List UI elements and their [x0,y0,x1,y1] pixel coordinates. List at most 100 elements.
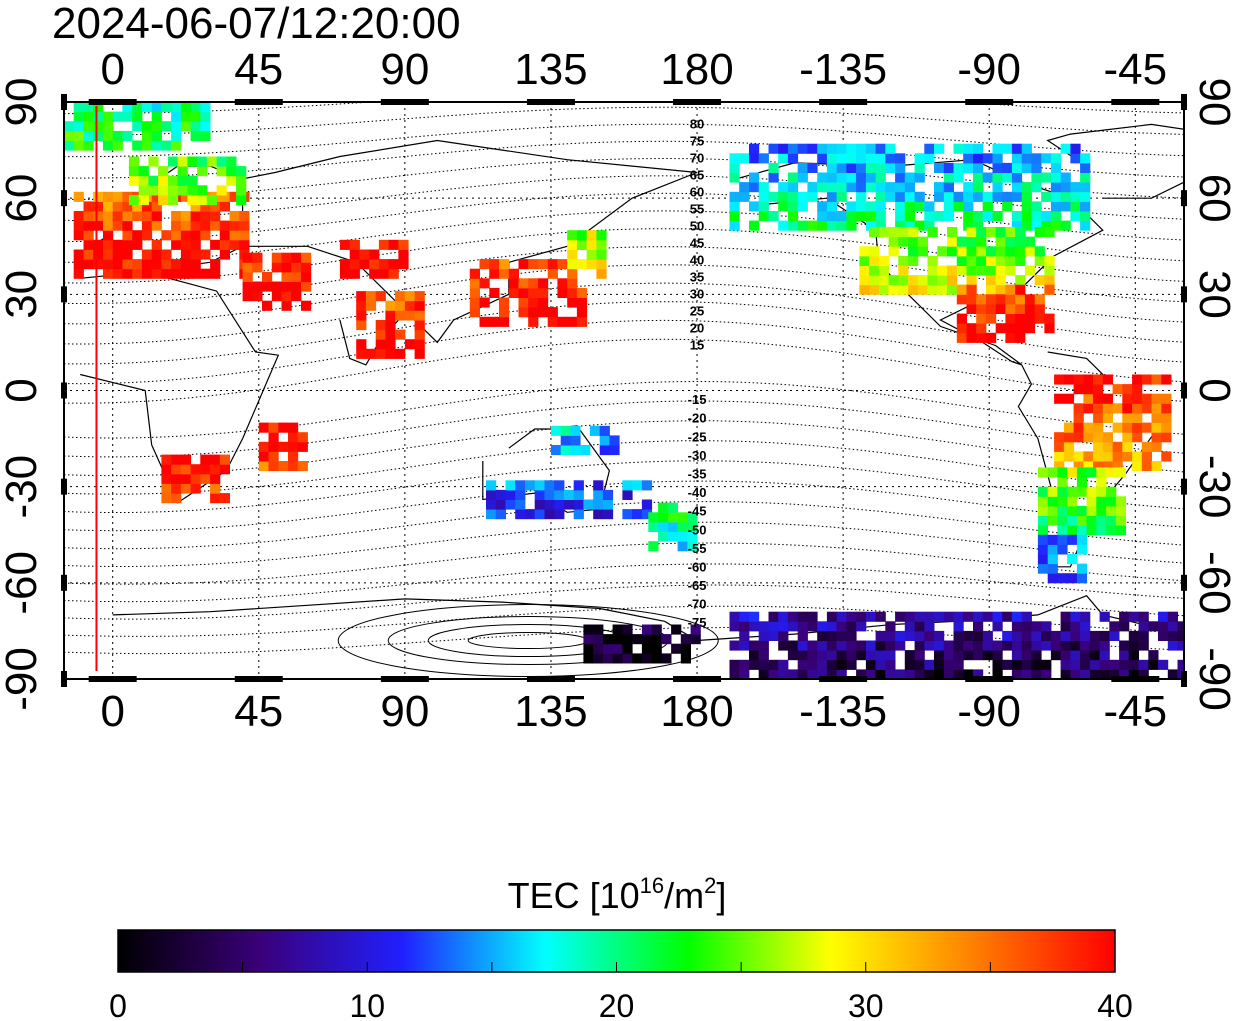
tec-cell-usa [878,284,889,295]
tec-cell-greenland-north [132,121,143,132]
tec-cell-australia-south [593,509,604,520]
tec-cell-brazil [1073,451,1084,462]
tec-cell-gulf-of-mexico [956,284,967,295]
tec-cell-usa [976,236,987,247]
contour-label: 60 [690,184,704,199]
tec-cell-gulf-of-mexico [1024,323,1036,334]
tec-cell-ross-sea [583,634,594,645]
tec-cell-antarctica-west [739,621,750,632]
tec-cell-greenland-north [171,140,182,151]
tec-cell-antarctica-west [1011,659,1023,670]
tec-cell-canada [982,153,993,164]
tec-cell-antarctica-west [768,659,779,670]
tec-cell-brazil [1054,461,1065,472]
tec-cell-antarctica-west [973,630,984,641]
tec-cell-usa [888,227,899,238]
tec-cell-greenland-north [151,102,162,113]
tec-cell-europe [180,191,192,202]
tec-cell-east-china [576,287,588,298]
tec-cell-east-africa [288,451,299,462]
tec-cell-usa [888,275,899,286]
tec-cell-argentina [1047,467,1058,478]
tec-cell-canada [865,143,877,154]
tec-cell-usa [927,284,938,295]
tec-cell-antarctica-west [865,640,877,651]
tec-cell-antarctica-west [1011,630,1023,641]
tec-cell-scandinavia [226,156,237,167]
tec-cell-usa [995,265,1006,276]
tec-cell-antarctica-west [758,630,769,641]
tec-cell-greenland-north [132,111,143,122]
tec-cell-canada [1041,172,1052,183]
tec-cell-australia-south [525,480,536,491]
tec-cell-europe [73,230,84,241]
tec-cell-antarctica-west [807,640,818,651]
tec-cell-canada [895,172,906,183]
tec-cell-canada [768,191,779,202]
tec-cell-usa [966,227,977,238]
tec-cell-antarctica-west [817,630,828,641]
tec-cell-antarctica-west [817,621,828,632]
tec-cell-antarctica-west [836,669,847,679]
tec-cell-usa [937,275,948,286]
tec-cell-ross-sea [632,634,643,645]
tec-cell-east-china [469,278,480,289]
tec-cell-antarctica-west [1177,621,1184,632]
tec-cell-antarctica-west [1070,621,1081,632]
tec-cell-canada [1080,211,1091,222]
tec-cell-europe [171,211,182,222]
tec-cell-middle-east [291,271,302,282]
tec-cell-brazil [1093,374,1104,385]
coastline [80,271,280,504]
tec-cell-antarctica-west [836,630,847,641]
tec-cell-usa [888,236,899,247]
tec-cell-canada [982,201,993,212]
contour-labels: 80 75 70 65 60 55 50 45 40 35 30 25 20 15 -15 -20 -25 -30… [688,116,707,630]
tec-cell-europe [122,230,133,241]
tec-cell-argentina [1057,515,1068,526]
tec-cell-ross-sea [690,634,701,645]
tec-cell-europe [132,230,143,241]
tec-cell-brazil [1063,432,1075,443]
tec-cell-antarctica-west [1041,640,1052,651]
tec-cell-europe [180,249,192,260]
tec-cell-usa [859,255,870,266]
tec-cell-east-china [547,268,558,279]
tec-cell-usa [1024,265,1036,276]
tec-cell-canada [1050,153,1062,164]
tec-cell-antarctica-west [1002,611,1013,622]
tec-cell-antarctica-west [836,659,847,670]
tec-cell-scandinavia [167,195,179,206]
tec-cell-europe [132,201,143,212]
tec-cell-argentina [1037,496,1049,507]
tec-cell-southern-africa [180,483,192,494]
tec-cell-scandinavia [197,195,208,206]
contour-line [64,338,1184,404]
tec-cell-east-africa [288,422,299,433]
tec-cell-brazil [1063,422,1075,433]
tec-cell-canada [749,143,760,154]
tec-cell-usa [1005,246,1016,257]
tec-cell-canada [1070,191,1081,202]
tec-cell-canada [943,211,954,222]
tec-cell-australia-south [641,480,653,491]
contour-label: 80 [690,116,704,131]
tec-cell-antarctica-west [787,669,799,679]
tec-cell-canada [846,162,857,173]
tec-cell-antarctica-west [1099,669,1110,679]
tec-cell-antarctica-west [1177,659,1184,670]
tec-cell-brazil [1063,451,1075,462]
tec-cell-patagonia [1057,544,1068,555]
tec-cell-antarctica-west [1167,669,1178,679]
tec-cell-argentina [1047,486,1058,497]
tec-cell-gulf-of-mexico [1044,313,1055,324]
tec-cell-europe [200,230,211,241]
tec-cell-brazil [1083,451,1094,462]
tec-cell-canada [885,153,896,164]
tec-cell-greenland-north [180,102,192,113]
tec-cell-japan-north [596,268,607,279]
tec-cell-canada [943,182,954,193]
y-axis-left-labels: 90 60 30 0 -30 -60 -90 [0,78,46,711]
tec-cell-antarctica-west [1080,611,1091,622]
tec-cell-canada [1080,201,1091,212]
